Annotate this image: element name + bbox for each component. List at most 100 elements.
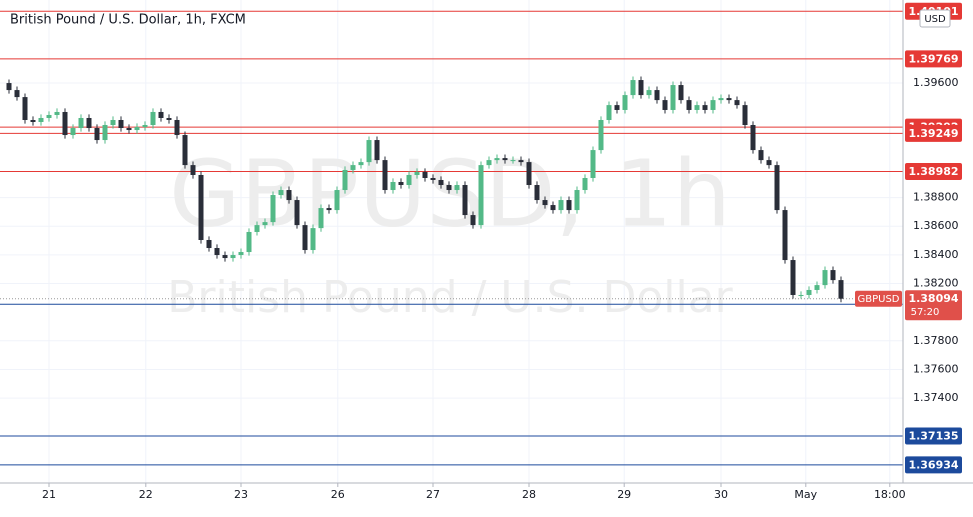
- grid: [0, 0, 903, 483]
- x-tick-label: 30: [714, 488, 728, 501]
- candle-body: [102, 125, 108, 141]
- candle-body: [182, 135, 188, 166]
- candle-body: [222, 255, 228, 259]
- candle-body: [678, 85, 684, 101]
- candle-body: [718, 98, 724, 101]
- candle-body: [614, 105, 620, 110]
- candle-body: [838, 280, 844, 299]
- level-label: 1.36934: [908, 458, 958, 471]
- candle-body: [710, 100, 716, 110]
- candle-body: [462, 185, 468, 216]
- candle-body: [78, 117, 84, 129]
- candle-body: [166, 117, 172, 120]
- candle-body: [230, 255, 236, 259]
- candle-body: [374, 140, 380, 161]
- candle-body: [798, 294, 804, 296]
- candle-body: [518, 160, 524, 163]
- candle-body: [22, 97, 28, 120]
- level-badge: [905, 427, 962, 445]
- y-tick-label: 1.38800: [913, 191, 959, 204]
- candle-body: [662, 100, 668, 110]
- candle-body: [134, 127, 140, 131]
- candle-body: [326, 208, 332, 211]
- candle-body: [254, 225, 260, 232]
- candle-body: [438, 179, 444, 186]
- candle-body: [486, 160, 492, 166]
- candle-body: [830, 270, 836, 281]
- candle-body: [118, 119, 124, 129]
- level-badge: [905, 124, 962, 142]
- level-label: 1.39769: [908, 52, 958, 65]
- candle-body: [630, 80, 636, 96]
- x-tick-label: 22: [139, 488, 153, 501]
- x-tick-label: 23: [234, 488, 248, 501]
- candle-body: [214, 248, 220, 256]
- candle-body: [62, 111, 68, 136]
- candle-body: [30, 119, 36, 123]
- candle-body: [310, 228, 316, 251]
- candle-body: [422, 171, 428, 178]
- candle-body: [454, 185, 460, 191]
- candle-body: [126, 128, 132, 131]
- candle-body: [566, 200, 572, 211]
- candle-body: [494, 158, 500, 161]
- chart-title: British Pound / U.S. Dollar, 1h, FXCM: [10, 13, 246, 28]
- candle-body: [366, 140, 372, 163]
- candle-body: [382, 160, 388, 191]
- candle-body: [638, 80, 644, 96]
- candle-body: [110, 119, 116, 126]
- candle-body: [478, 165, 484, 226]
- candle-body: [814, 285, 820, 290]
- candle-body: [574, 190, 580, 211]
- level-label: 1.39249: [908, 127, 958, 140]
- candle-body: [294, 200, 300, 226]
- currency-badge[interactable]: [919, 9, 951, 28]
- candle-body: [190, 165, 196, 175]
- candle-body: [86, 117, 92, 129]
- level-badge: [905, 163, 962, 181]
- candle-body: [238, 252, 244, 256]
- candle-body: [286, 190, 292, 201]
- candle-body: [46, 114, 52, 118]
- candle-body: [150, 111, 156, 126]
- candle-body: [342, 169, 348, 191]
- candle-body: [750, 125, 756, 151]
- candle-body: [350, 165, 356, 170]
- candle-body: [550, 205, 556, 211]
- countdown-label: 57:20: [911, 307, 940, 318]
- currency-label: USD: [924, 14, 946, 25]
- y-tick-label: 1.38400: [913, 248, 959, 261]
- x-tick-label: 21: [42, 488, 56, 501]
- symbol-badge: [855, 290, 902, 307]
- candle-body: [142, 125, 148, 128]
- candle-body: [198, 174, 204, 240]
- candle-body: [502, 158, 508, 161]
- y-tick-label: 1.38600: [913, 219, 959, 232]
- candle-body: [246, 231, 252, 253]
- watermark: GBPUSD, 1h: [169, 140, 731, 247]
- candle-body: [734, 100, 740, 106]
- candle-body: [774, 165, 780, 211]
- y-tick-label: 1.39600: [913, 76, 959, 89]
- y-tick-label: 1.37600: [913, 362, 959, 375]
- candle-body: [686, 100, 692, 110]
- candle-body: [510, 160, 516, 162]
- candle-body: [70, 128, 76, 136]
- candle-body: [702, 105, 708, 110]
- candles: [6, 76, 844, 303]
- candle-body: [278, 190, 284, 196]
- candle-body: [206, 239, 212, 249]
- watermark-subtitle: British Pound / U.S. Dollar: [167, 272, 733, 323]
- candle-body: [534, 185, 540, 201]
- candle-body: [470, 215, 476, 226]
- x-tick-label: 29: [617, 488, 631, 501]
- candle-body: [398, 182, 404, 186]
- candle-body: [822, 270, 828, 286]
- level-label: 1.38982: [908, 165, 958, 178]
- symbol-label: GBPUSD: [857, 294, 899, 305]
- candle-body: [318, 208, 324, 229]
- candle-body: [358, 162, 364, 166]
- candle-body: [526, 162, 532, 186]
- candle-body: [446, 185, 452, 191]
